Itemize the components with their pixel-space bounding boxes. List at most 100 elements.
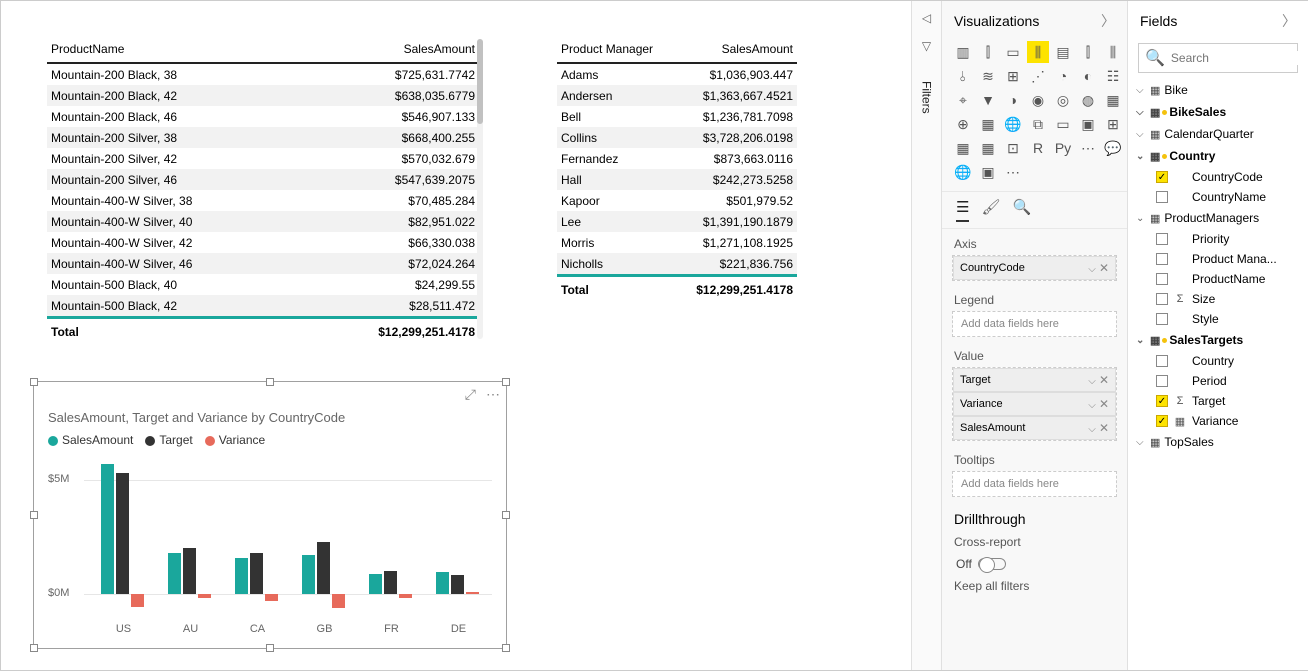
viz-type-icon[interactable]: ⫼ (1027, 41, 1049, 63)
managers-table[interactable]: Product Manager SalesAmount Adams$1,036,… (557, 36, 797, 303)
viz-type-icon[interactable]: ⋯ (1002, 161, 1024, 183)
viz-type-icon[interactable]: 🌐 (952, 161, 974, 183)
field-table-bikesales[interactable]: ⌵▦BikeSales (1134, 101, 1302, 123)
bar-variance[interactable] (466, 592, 479, 594)
viz-type-icon[interactable]: ▦ (977, 113, 999, 135)
viz-type-icon[interactable]: Py (1052, 137, 1074, 159)
resize-handle[interactable] (502, 378, 510, 386)
search-input[interactable] (1171, 51, 1308, 65)
bar-variance[interactable] (399, 594, 412, 597)
bar-salesamount[interactable] (436, 572, 449, 594)
bar-variance[interactable] (198, 594, 211, 598)
table-row[interactable]: Lee$1,391,190.1879 (557, 211, 797, 232)
table-row[interactable]: Adams$1,036,903.447 (557, 64, 797, 85)
field-item-countryname[interactable]: CountryName (1134, 187, 1302, 207)
table-row[interactable]: Collins$3,728,206.0198 (557, 127, 797, 148)
table-row[interactable]: Fernandez$873,663.0116 (557, 148, 797, 169)
table-row[interactable]: Mountain-500 Black, 42$28,511.472 (47, 295, 479, 316)
viz-type-icon[interactable]: ⊞ (1102, 113, 1124, 135)
viz-type-icon[interactable]: ▣ (1077, 113, 1099, 135)
cross-report-toggle[interactable] (978, 558, 1006, 570)
bar-salesamount[interactable] (302, 555, 315, 594)
field-table-topsales[interactable]: ⌵▦TopSales (1134, 431, 1302, 453)
bar-salesamount[interactable] (101, 464, 114, 594)
viz-type-icon[interactable]: ▭ (1052, 113, 1074, 135)
tooltips-well-placeholder[interactable]: Add data fields here (953, 472, 1116, 496)
remove-field-icon[interactable]: ✕ (1099, 397, 1109, 411)
table-row[interactable]: Andersen$1,363,667.4521 (557, 85, 797, 106)
legend-item[interactable]: SalesAmount (48, 433, 133, 447)
viz-type-icon[interactable]: ◉ (1027, 89, 1049, 111)
more-options-icon[interactable]: ⋯ (486, 386, 500, 403)
field-table-bike[interactable]: ⌵▦Bike (1134, 79, 1302, 101)
format-tab-icon[interactable]: 🖌 (981, 198, 1000, 222)
field-item-countrycode[interactable]: ✓CountryCode (1134, 167, 1302, 187)
viz-type-icon[interactable]: ▤ (1052, 41, 1074, 63)
resize-handle[interactable] (30, 644, 38, 652)
expand-filters-icon[interactable]: ◁ (922, 11, 931, 25)
table-row[interactable]: Kapoor$501,979.52 (557, 190, 797, 211)
table-row[interactable]: Nicholls$221,836.756 (557, 253, 797, 274)
field-table-country[interactable]: ⌄▦Country (1134, 145, 1302, 167)
bar-salesamount[interactable] (369, 574, 382, 595)
chart-visual-selected[interactable]: ⤢ ⋯ SalesAmount, Target and Variance by … (33, 381, 507, 649)
resize-handle[interactable] (266, 644, 274, 652)
field-item-period[interactable]: Period (1134, 371, 1302, 391)
bar-variance[interactable] (131, 594, 144, 607)
collapse-pane-icon[interactable]: 〉 (1101, 11, 1115, 31)
products-table[interactable]: ProductName SalesAmount Mountain-200 Bla… (47, 36, 479, 345)
viz-type-icon[interactable]: ▦ (952, 137, 974, 159)
field-table-productmanagers[interactable]: ⌄▦ProductManagers (1134, 207, 1302, 229)
field-checkbox[interactable]: ✓ (1156, 171, 1168, 183)
viz-type-icon[interactable]: ▭ (1002, 41, 1024, 63)
field-item-size[interactable]: ΣSize (1134, 289, 1302, 309)
viz-type-icon[interactable]: ⋯ (1077, 137, 1099, 159)
resize-handle[interactable] (30, 511, 38, 519)
analytics-tab-icon[interactable]: 🔍 (1013, 198, 1032, 222)
focus-mode-icon[interactable]: ⤢ (465, 386, 476, 403)
table-row[interactable]: Mountain-400-W Silver, 46$72,024.264 (47, 253, 479, 274)
field-checkbox[interactable] (1156, 253, 1168, 265)
table-row[interactable]: Mountain-200 Silver, 46$547,639.2075 (47, 169, 479, 190)
bar-variance[interactable] (265, 594, 278, 601)
table-row[interactable]: Mountain-200 Black, 42$638,035.6779 (47, 85, 479, 106)
viz-type-icon[interactable]: ⫼ (1102, 41, 1124, 63)
viz-type-icon[interactable]: ▦ (1102, 89, 1124, 111)
scrollbar-thumb[interactable] (477, 39, 483, 124)
viz-type-icon[interactable]: ⊕ (952, 113, 974, 135)
bar-salesamount[interactable] (235, 558, 248, 595)
fields-search[interactable]: 🔍 (1138, 43, 1298, 73)
resize-handle[interactable] (502, 644, 510, 652)
legend-item[interactable]: Target (145, 433, 192, 447)
viz-type-icon[interactable]: ⊡ (1002, 137, 1024, 159)
field-checkbox[interactable] (1156, 233, 1168, 245)
legend-well-placeholder[interactable]: Add data fields here (953, 312, 1116, 336)
field-checkbox[interactable] (1156, 191, 1168, 203)
viz-type-icon[interactable]: ☷ (1102, 65, 1124, 87)
bar-target[interactable] (451, 575, 464, 594)
table-row[interactable]: Morris$1,271,108.1925 (557, 232, 797, 253)
bar-target[interactable] (116, 473, 129, 594)
field-item-country[interactable]: Country (1134, 351, 1302, 371)
viz-type-icon[interactable]: ⧉ (1027, 113, 1049, 135)
field-checkbox[interactable] (1156, 273, 1168, 285)
viz-type-icon[interactable]: R (1027, 137, 1049, 159)
scrollbar[interactable] (477, 39, 483, 339)
bar-target[interactable] (317, 542, 330, 595)
field-item-productname[interactable]: ProductName (1134, 269, 1302, 289)
viz-type-icon[interactable]: ⫿ (977, 41, 999, 63)
field-item-productmana[interactable]: Product Mana... (1134, 249, 1302, 269)
table-row[interactable]: Mountain-200 Silver, 42$570,032.679 (47, 148, 479, 169)
viz-type-icon[interactable]: ⌖ (952, 89, 974, 111)
bar-target[interactable] (250, 553, 263, 594)
filters-pane-collapsed[interactable]: ◁ ▽ Filters (911, 1, 941, 670)
remove-field-icon[interactable]: ✕ (1099, 421, 1109, 435)
bar-target[interactable] (183, 548, 196, 594)
viz-type-icon[interactable]: ▼ (977, 89, 999, 111)
viz-type-icon[interactable]: ≋ (977, 65, 999, 87)
viz-type-icon[interactable]: ◑ (1002, 89, 1024, 111)
field-table-calendarquarter[interactable]: ⌵▦CalendarQuarter (1134, 123, 1302, 145)
field-well-item[interactable]: SalesAmount⌵ ✕ (953, 416, 1116, 440)
table-row[interactable]: Mountain-200 Silver, 38$668,400.255 (47, 127, 479, 148)
table-row[interactable]: Bell$1,236,781.7098 (557, 106, 797, 127)
